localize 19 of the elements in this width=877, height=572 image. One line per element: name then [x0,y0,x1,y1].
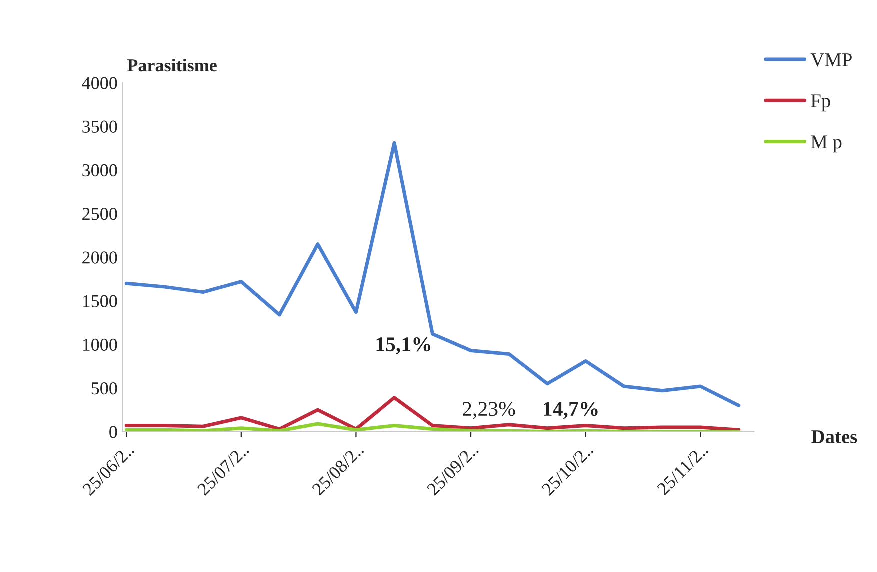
y-tick-label: 2500 [82,208,118,220]
y-tick-label: 3500 [82,120,118,133]
annotation: 2,23% [463,402,516,420]
legend-label: Fp [811,94,830,112]
line-series [124,396,741,432]
y-tick-label: 500 [92,382,118,395]
x-axis-title: Dates [812,430,858,444]
y-axis-title: Parasitisme [127,58,217,72]
annotation: 15,1% [376,338,430,355]
line-series [124,422,741,432]
annotation: 14,7% [544,402,598,420]
y-tick-label: 2000 [82,252,118,264]
y-tick-label: 1000 [83,338,118,352]
legend-label: M p [811,136,842,153]
y-tick-label: 3000 [82,164,118,177]
y-tick-label: 0 [110,426,118,438]
y-tick-label: 1500 [83,295,118,308]
legend-label: VMP [810,54,852,67]
y-tick-label: 4000 [82,77,118,90]
